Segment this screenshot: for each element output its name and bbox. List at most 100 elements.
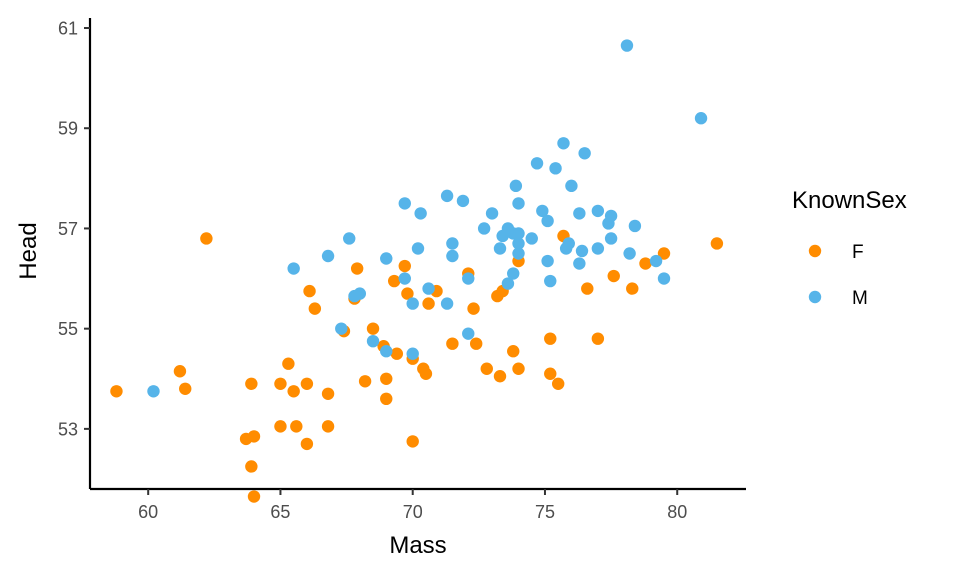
y-tick-label: 57 <box>58 219 78 239</box>
legend: KnownSex FM <box>792 187 907 309</box>
x-tick-label: 70 <box>403 502 423 522</box>
data-point-m <box>512 227 525 240</box>
data-point-m <box>541 254 554 268</box>
data-point-m <box>507 267 520 280</box>
data-point-f <box>480 362 493 375</box>
data-point-m <box>335 322 348 335</box>
data-point-f <box>639 257 652 270</box>
y-tick-label: 61 <box>58 19 78 39</box>
points-layer <box>110 39 724 503</box>
data-point-m <box>694 112 708 125</box>
data-point-m <box>353 287 367 300</box>
data-point-f <box>512 362 525 375</box>
data-point-f <box>245 460 258 473</box>
data-point-f <box>110 385 123 398</box>
data-point-f <box>300 377 314 390</box>
data-point-m <box>657 272 671 285</box>
legend-items: FM <box>808 242 868 309</box>
data-point-f <box>321 420 335 433</box>
data-point-m <box>604 232 618 245</box>
y-tick-label: 55 <box>58 319 78 339</box>
legend-label-f: F <box>852 242 864 263</box>
data-point-m <box>147 385 160 398</box>
data-point-m <box>493 242 507 255</box>
data-point-f <box>380 392 393 406</box>
x-axis-title: Mass <box>389 532 446 559</box>
data-point-m <box>578 147 591 160</box>
x-axis-ticks: 60 65 70 75 80 <box>138 489 687 522</box>
data-point-m <box>525 232 538 245</box>
y-axis-title: Head <box>15 222 42 279</box>
data-point-m <box>366 334 380 348</box>
data-point-m <box>604 209 618 223</box>
data-point-f <box>387 274 401 288</box>
data-point-m <box>321 249 335 263</box>
data-point-f <box>308 302 322 315</box>
data-point-m <box>530 157 544 170</box>
data-point-f <box>247 490 261 503</box>
data-point-m <box>649 254 663 268</box>
data-point-m <box>446 249 459 263</box>
data-point-f <box>350 262 364 275</box>
data-point-f <box>551 377 565 390</box>
data-point-m <box>591 242 605 255</box>
data-point-m <box>406 297 419 310</box>
legend-label-m: M <box>852 288 868 309</box>
data-point-m <box>623 247 636 260</box>
data-point-m <box>440 189 454 203</box>
x-tick-label: 75 <box>535 502 555 522</box>
data-point-f <box>200 232 213 245</box>
data-point-f <box>287 385 300 398</box>
data-point-f <box>274 420 287 433</box>
data-point-f <box>366 322 380 335</box>
data-point-m <box>509 179 523 193</box>
data-point-f <box>274 377 287 390</box>
data-point-f <box>493 370 507 383</box>
data-point-f <box>581 282 594 295</box>
data-point-m <box>591 204 605 218</box>
data-point-f <box>544 367 557 380</box>
data-point-f <box>245 377 258 390</box>
data-point-m <box>287 262 300 275</box>
data-point-m <box>575 244 589 258</box>
data-point-m <box>549 162 562 175</box>
data-point-m <box>544 274 557 288</box>
data-point-m <box>380 345 393 358</box>
data-point-f <box>303 284 316 298</box>
data-point-m <box>573 257 586 270</box>
data-point-m <box>462 327 475 340</box>
data-point-f <box>247 430 261 443</box>
data-point-f <box>282 357 295 370</box>
data-point-m <box>536 204 549 218</box>
data-point-m <box>398 272 411 285</box>
data-point-f <box>290 420 303 433</box>
data-point-m <box>462 272 475 285</box>
data-point-f <box>179 382 192 395</box>
x-tick-label: 80 <box>667 502 687 522</box>
data-point-m <box>440 297 454 310</box>
data-point-m <box>414 207 427 220</box>
y-tick-label: 53 <box>58 419 78 439</box>
data-point-m <box>512 197 525 210</box>
data-point-m <box>562 237 575 250</box>
data-point-f <box>626 282 639 295</box>
data-point-m <box>485 207 499 220</box>
data-point-f <box>398 259 411 273</box>
data-point-f <box>406 435 419 448</box>
legend-key-m <box>808 290 822 304</box>
data-point-m <box>477 222 491 235</box>
data-point-m <box>573 207 586 220</box>
data-point-f <box>321 387 335 400</box>
data-point-m <box>501 277 515 290</box>
data-point-f <box>710 237 724 250</box>
data-point-f <box>173 365 187 378</box>
data-point-f <box>446 337 459 350</box>
data-point-f <box>300 437 314 451</box>
data-point-f <box>422 297 435 310</box>
data-point-m <box>565 179 578 193</box>
data-point-f <box>390 347 404 360</box>
data-point-f <box>419 367 433 380</box>
data-point-f <box>467 302 480 315</box>
data-point-f <box>591 332 605 345</box>
